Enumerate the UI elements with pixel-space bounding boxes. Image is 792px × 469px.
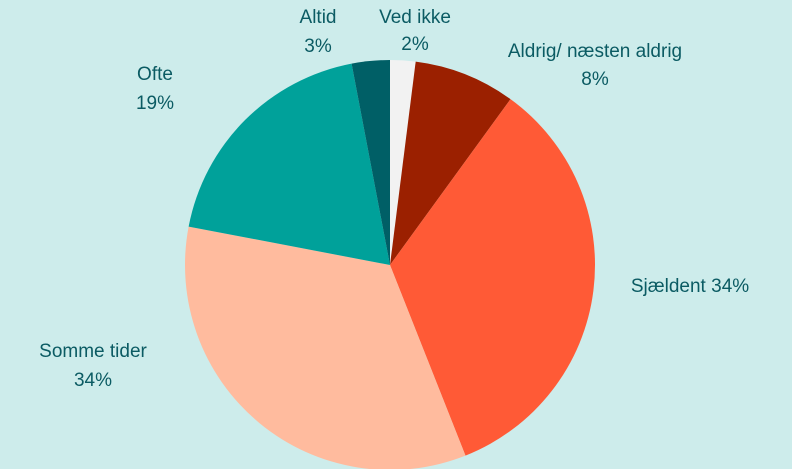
slice-value-label: 2% — [401, 34, 429, 55]
slice-label: Somme tider — [39, 341, 147, 362]
slice-label: Ved ikke — [379, 7, 451, 28]
slice-label: Sjældent — [631, 276, 707, 297]
slice-label: Altid — [300, 7, 337, 28]
pie-slice — [390, 61, 511, 265]
pie-slice — [185, 226, 466, 469]
slice-label-group: Sjældent 34% — [631, 276, 749, 297]
pie-slice — [351, 60, 390, 265]
slice-label: Aldrig/ næsten aldrig — [508, 41, 682, 62]
slice-value-label: 19% — [136, 93, 174, 114]
slice-value-label: 34% — [74, 370, 112, 391]
slice-value-label: 34% — [711, 276, 749, 297]
slice-label: Ofte — [137, 64, 173, 85]
pie-slice — [390, 99, 595, 456]
pie-slice — [188, 63, 390, 265]
pie-slice — [390, 60, 416, 265]
slice-value-label: 3% — [304, 36, 332, 57]
slice-value-label: 8% — [581, 69, 609, 90]
